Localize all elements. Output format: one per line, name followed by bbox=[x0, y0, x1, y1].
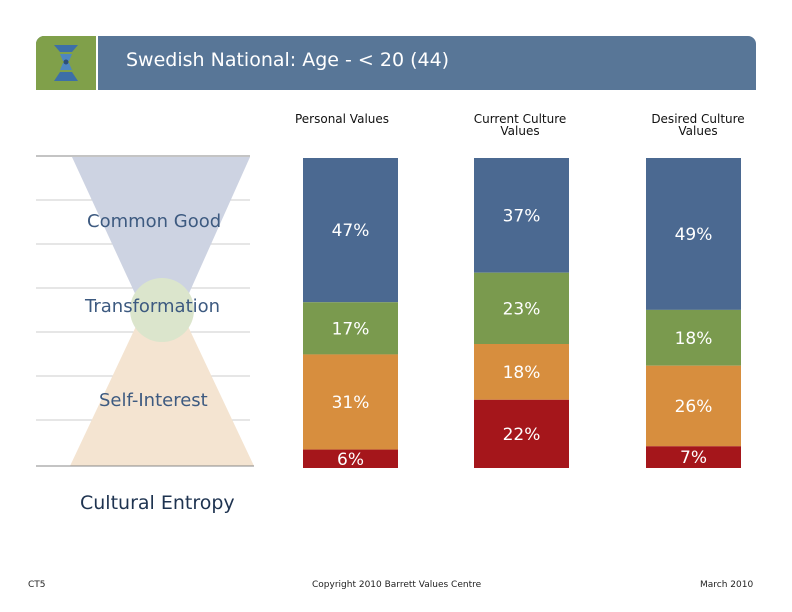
common-good-funnel bbox=[72, 157, 250, 300]
cultural-entropy-label: Cultural Entropy bbox=[80, 492, 235, 514]
data-label: 37% bbox=[503, 206, 541, 226]
page-title: Swedish National: Age - < 20 (44) bbox=[126, 49, 450, 71]
data-label: 31% bbox=[332, 393, 370, 413]
column-label-personal: Personal Values bbox=[294, 112, 390, 126]
data-label: 49% bbox=[675, 225, 713, 245]
footer-copyright: Copyright 2010 Barrett Values Centre bbox=[312, 580, 482, 590]
bar-segment-entropy bbox=[303, 449, 398, 468]
bar-segment-transformation bbox=[474, 272, 569, 344]
data-label: 22% bbox=[503, 425, 541, 445]
logo bbox=[36, 36, 98, 90]
bar-segment-self-interest bbox=[474, 344, 569, 400]
transformation-label: Transformation bbox=[85, 296, 221, 317]
bar-segment-common-good bbox=[303, 158, 398, 303]
bar-segment-self-interest bbox=[303, 354, 398, 450]
self-interest-label: Self-Interest bbox=[99, 390, 208, 411]
bar-segment-common-good bbox=[646, 158, 741, 310]
data-label: 18% bbox=[503, 363, 541, 383]
footer-left: CT5 bbox=[28, 580, 46, 590]
data-label: 26% bbox=[675, 397, 713, 417]
data-label: 6% bbox=[337, 450, 364, 470]
column-label-desired: Desired Culture Values bbox=[651, 112, 745, 138]
bar-segment-transformation bbox=[303, 302, 398, 355]
data-label: 17% bbox=[332, 319, 370, 339]
transformation-circle bbox=[130, 278, 194, 342]
common-good-label: Common Good bbox=[87, 211, 222, 232]
logo-icon bbox=[54, 45, 78, 81]
footer-date: March 2010 bbox=[700, 580, 754, 590]
bar-segment-common-good bbox=[474, 158, 569, 273]
self-interest-funnel bbox=[70, 322, 254, 466]
data-label: 7% bbox=[680, 448, 707, 468]
column-label-current: Current Culture Values bbox=[473, 112, 567, 138]
data-label: 23% bbox=[503, 299, 541, 319]
header-bar: Swedish National: Age - < 20 (44) bbox=[36, 36, 756, 90]
bar-segment-entropy bbox=[474, 399, 569, 468]
data-label: 18% bbox=[675, 329, 713, 349]
data-label: 47% bbox=[332, 221, 370, 241]
bar-segment-entropy bbox=[646, 446, 741, 468]
bar-segment-self-interest bbox=[646, 365, 741, 447]
bar-segment-transformation bbox=[646, 309, 741, 366]
